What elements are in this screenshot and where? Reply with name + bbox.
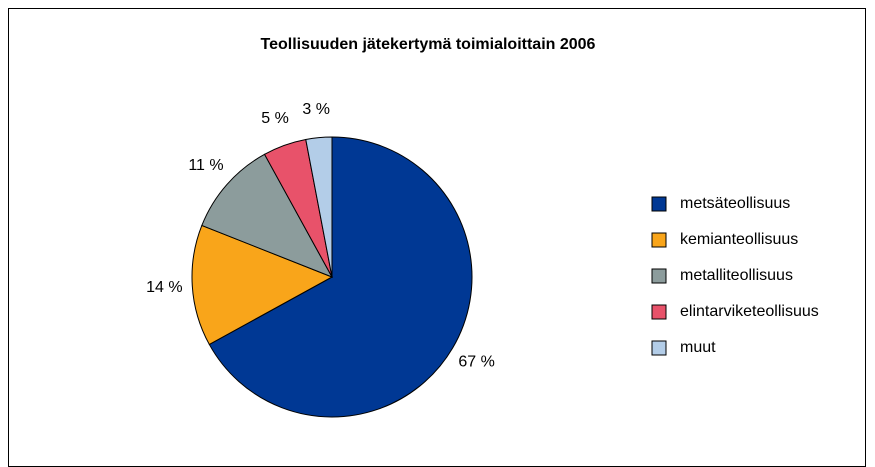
legend-label: metsäteollisuus (680, 195, 790, 212)
data-label: 3 % (302, 101, 330, 118)
pie-slice (305, 136, 333, 278)
data-label: 11 % (188, 157, 223, 174)
data-label: 67 % (458, 354, 494, 371)
legend-label: muut (680, 339, 716, 356)
legend-swatch (651, 268, 667, 284)
pie-slice (191, 224, 334, 346)
chart-title: Teollisuuden jätekertymä toimialoittain … (261, 36, 596, 53)
pie-slice (208, 136, 473, 418)
legend-swatch (651, 232, 667, 248)
legend-label: elintarviketeollisuus (680, 303, 819, 320)
data-label: 5 % (261, 110, 289, 127)
legend-swatch (651, 340, 667, 356)
legend-swatch (651, 304, 667, 320)
legend-label: metalliteollisuus (680, 267, 793, 284)
pie-slice (201, 153, 334, 278)
data-label: 14 % (146, 279, 182, 296)
legend-label: kemianteollisuus (680, 231, 798, 248)
legend-swatch (651, 196, 667, 212)
